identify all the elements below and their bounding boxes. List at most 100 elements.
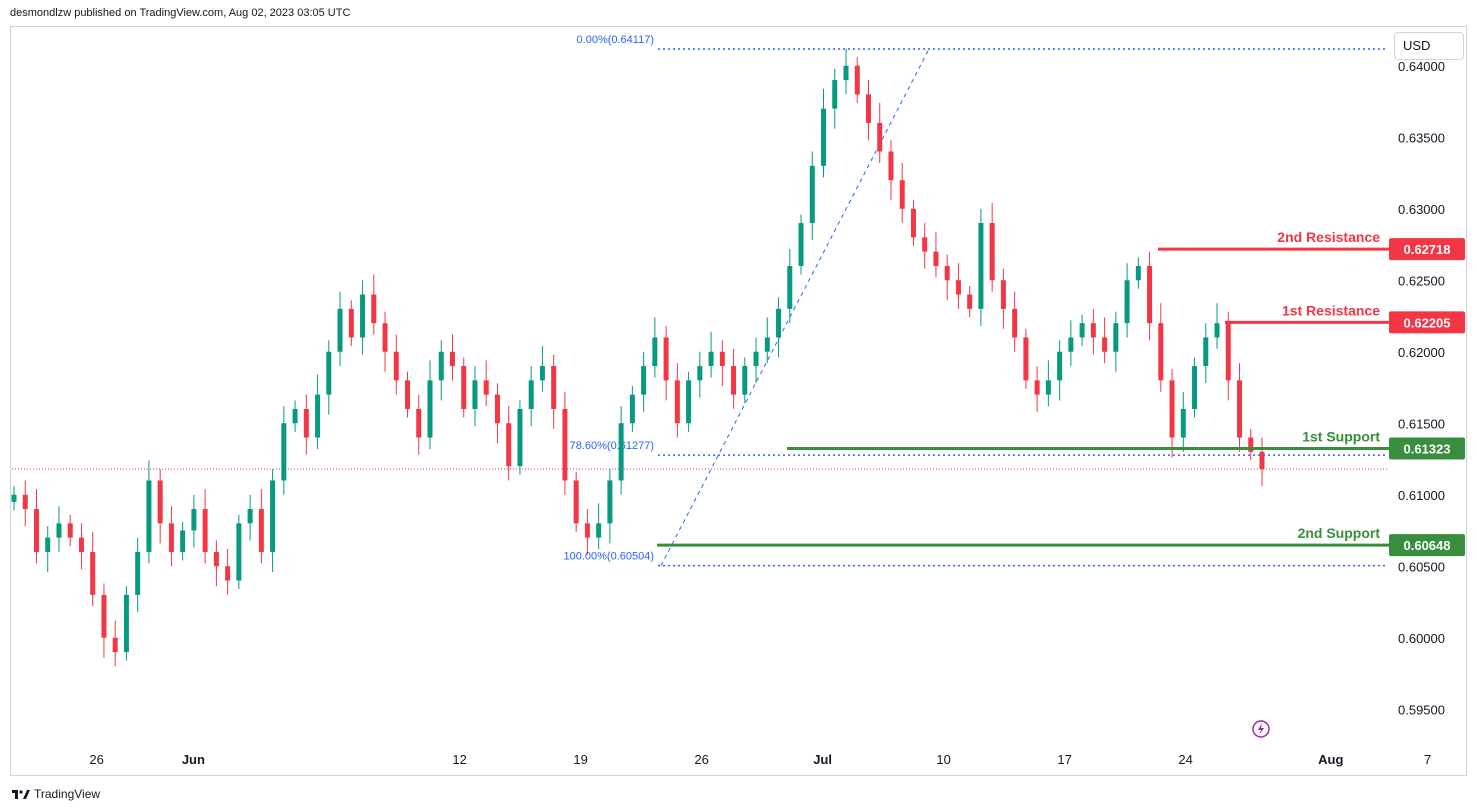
candle-body (1169, 380, 1175, 438)
candle-body (427, 380, 433, 438)
candle-body (1135, 265, 1141, 281)
tradingview-logo-icon (12, 790, 30, 799)
candle-body (11, 494, 17, 502)
price-tick-label: 0.60500 (1398, 559, 1445, 574)
candle-body (731, 366, 737, 395)
candle-body (1079, 323, 1085, 338)
candle-body (1012, 308, 1018, 338)
time-tick-label: 26 (694, 752, 708, 767)
candle-body (899, 180, 905, 209)
candle-body (989, 223, 995, 281)
candle-body (1124, 280, 1130, 324)
candle-body (967, 294, 973, 309)
fib-trend-line[interactable] (660, 48, 930, 566)
candle-body (78, 537, 84, 552)
candle-body (1057, 351, 1063, 381)
candle-body (539, 366, 545, 381)
candle-body (112, 637, 118, 653)
time-tick-label: Jul (813, 752, 832, 767)
candle-body (213, 551, 219, 567)
level-price-badge (1389, 534, 1465, 557)
price-tick-label: 0.61500 (1398, 416, 1445, 431)
candle-body (225, 566, 231, 581)
candle-body (1237, 380, 1243, 438)
time-tick-label: 19 (573, 752, 587, 767)
candle-body (270, 480, 276, 552)
candle-body (472, 380, 478, 409)
candle-body (494, 394, 500, 424)
candle-body (258, 509, 264, 552)
candle-body (888, 151, 894, 181)
candle-body (67, 523, 73, 538)
candle-body (1259, 451, 1265, 470)
candle-body (787, 265, 793, 309)
candle-body (641, 366, 647, 395)
support-resistance-levels[interactable]: 2nd Resistance 0.62718 1st Resistance 0.622… (657, 229, 1465, 557)
candle-body (910, 208, 916, 238)
time-axis[interactable]: 26 Jun 12 19 26 Jul 10 17 24 Aug 7 (89, 752, 1431, 767)
candle-body (393, 351, 399, 381)
tradingview-brand[interactable]: TradingView (12, 787, 100, 801)
candle-body (360, 294, 366, 338)
candle-body (663, 337, 669, 381)
candle-body (1068, 337, 1074, 352)
candle-body (1248, 437, 1254, 452)
currency-selector[interactable]: USD (1394, 32, 1464, 60)
time-tick-label: 10 (936, 752, 950, 767)
price-axis[interactable]: 0.64000 0.63500 0.63000 0.62500 0.62000 0.615… (1398, 59, 1445, 718)
level-price-badge (1389, 311, 1465, 334)
candle-body (1102, 337, 1108, 352)
candle-body (742, 366, 748, 395)
time-tick-label: Aug (1318, 752, 1343, 767)
candle-body (1225, 323, 1231, 381)
candle-body (483, 380, 489, 395)
candle-body (1090, 323, 1096, 338)
candle-body (382, 323, 388, 352)
candle-body (708, 351, 714, 367)
candle-body (798, 223, 804, 266)
candles (11, 48, 1265, 667)
level-price-badge (1389, 437, 1465, 460)
candle-body (56, 523, 62, 538)
price-tick-label: 0.63500 (1398, 130, 1445, 145)
candle-body (202, 509, 208, 552)
candle-body (1045, 380, 1051, 395)
time-tick-label: 26 (89, 752, 103, 767)
candle-body (180, 530, 186, 552)
lightning-icon[interactable] (1252, 720, 1270, 738)
attribution-text: desmondlzw published on TradingView.com,… (10, 7, 351, 19)
candle-body (562, 408, 568, 481)
lightning-glyph (1258, 723, 1264, 735)
candle-body (315, 394, 321, 438)
level-price-label: 0.62205 (1404, 315, 1451, 330)
candle-body (551, 366, 557, 409)
candle-body (33, 509, 39, 552)
candle-body (1000, 280, 1006, 309)
candle-body (686, 380, 692, 424)
level-price-label: 0.61323 (1404, 442, 1451, 457)
fib-level-label: 100.00%(0.60504) (563, 551, 654, 563)
level-price-label: 0.60648 (1404, 538, 1451, 553)
candle-body (607, 480, 613, 524)
time-tick-label: 24 (1178, 752, 1192, 767)
level-price-label: 0.62718 (1404, 242, 1451, 257)
candle-body (753, 351, 759, 367)
candle-body (101, 594, 107, 638)
candle-body (371, 294, 377, 324)
candle-body (337, 308, 343, 352)
candle-body (1180, 408, 1186, 438)
candle-body (809, 165, 815, 224)
candle-body (461, 366, 467, 409)
candle-body (652, 337, 658, 367)
price-tick-label: 0.62000 (1398, 345, 1445, 360)
price-tick-label: 0.63000 (1398, 202, 1445, 217)
candle-body (944, 265, 950, 281)
candle-body (933, 251, 939, 266)
candle-body (618, 423, 624, 481)
fibonacci-retracement[interactable]: 0.00%(0.64117) 78.60%(0.61277) 100.00%(0.6… (563, 34, 1388, 567)
candle-body (90, 551, 96, 595)
candle-body (1023, 337, 1029, 381)
candle-body (584, 523, 590, 538)
time-tick-label: Jun (182, 752, 205, 767)
